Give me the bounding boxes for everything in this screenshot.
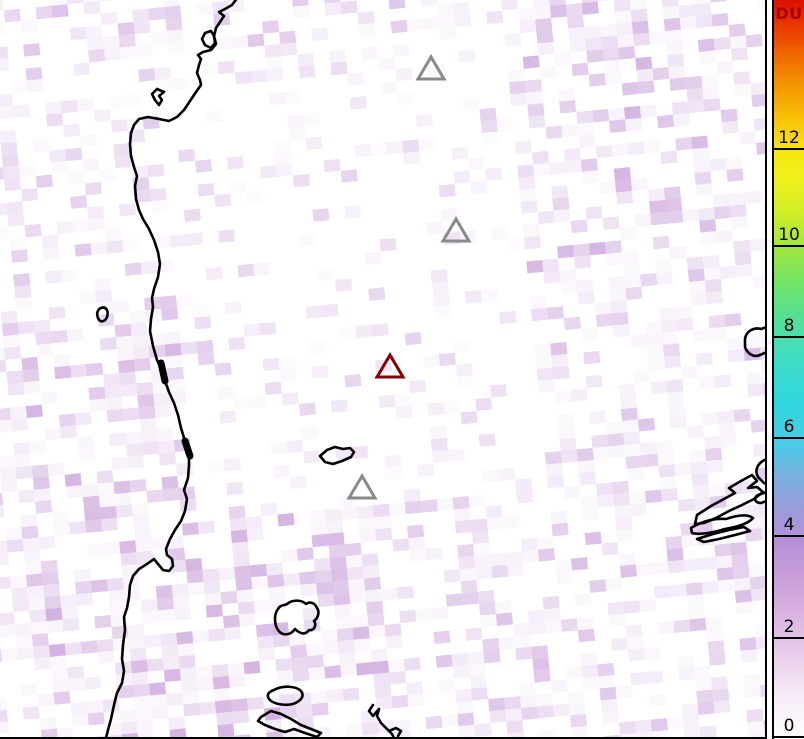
volcano-marker — [415, 54, 447, 81]
data-pixel-field — [0, 0, 765, 737]
colorbar-tick-label: 4 — [783, 515, 795, 535]
volcano-marker-layer — [346, 54, 472, 500]
colorbar-tick-line — [774, 637, 804, 639]
colorbar-tick-label: 6 — [783, 417, 795, 437]
colorbar-tick-label: 0 — [783, 716, 795, 736]
map-area — [0, 0, 767, 739]
colorbar-tick-label: 2 — [783, 617, 795, 637]
map-canvas — [0, 0, 765, 737]
colorbar-tick-line — [774, 736, 804, 738]
colorbar-tick-label: 10 — [778, 225, 800, 245]
colorbar-tick-line — [774, 437, 804, 439]
colorbar-tick-label: 12 — [778, 128, 800, 148]
colorbar-gradient — [774, 0, 804, 739]
volcano-marker — [346, 473, 378, 500]
colorbar-tick-line — [774, 336, 804, 338]
volcano-marker — [374, 352, 406, 379]
volcano-marker — [440, 216, 472, 243]
coastline-layer — [95, 0, 765, 737]
colorbar-tick-line — [774, 245, 804, 247]
colorbar-tick-line — [774, 148, 804, 150]
colorbar: DU 12 10 8 6 4 2 0 — [772, 0, 804, 739]
colorbar-tick-line — [774, 535, 804, 537]
colorbar-units-label: DU — [775, 4, 803, 23]
colorbar-tick-label: 8 — [783, 316, 795, 336]
